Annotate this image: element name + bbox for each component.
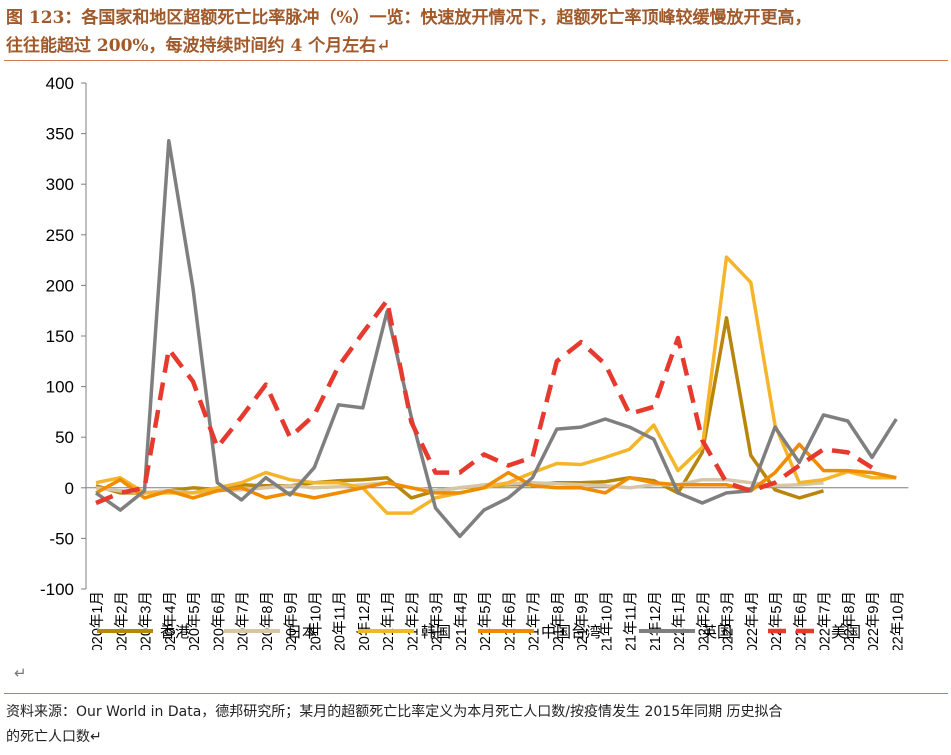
- y-tick-label: -50: [49, 529, 74, 548]
- series-line-美国: [95, 298, 874, 506]
- x-tick-label: 2021年1月: [380, 591, 397, 650]
- source-line-2: 的死亡人口数↵: [6, 729, 102, 745]
- x-tick-label: 2021年5月: [477, 591, 494, 650]
- y-tick-label: 350: [46, 125, 74, 144]
- x-tick-label: 2020年12月: [356, 591, 373, 650]
- x-tick-label: 2021年11月: [623, 591, 640, 650]
- x-tick-label: 2020年2月: [113, 591, 130, 650]
- x-tick-label: 2022年2月: [695, 591, 712, 650]
- x-tick-label: 2022年4月: [744, 591, 761, 650]
- legend-label-韩国: 韩国: [421, 624, 451, 641]
- y-tick-label: 0: [65, 479, 74, 498]
- x-tick-label: 2021年8月: [550, 591, 567, 650]
- x-tick-label: 2020年6月: [210, 591, 227, 650]
- figure-title-line-2: 往往能超过 200%，每波持续时间约 4 个月左右↵: [6, 36, 391, 56]
- x-tick-label: 2022年6月: [792, 591, 809, 650]
- x-tick-label: 2020年3月: [138, 591, 155, 650]
- x-tick-label: 2021年9月: [574, 591, 591, 650]
- x-tick-label: 2022年5月: [768, 591, 785, 650]
- y-tick-label: 250: [46, 226, 74, 245]
- x-tick-label: 2022年7月: [817, 591, 834, 650]
- series-line-韩国: [95, 255, 897, 515]
- legend-label-中国台湾: 中国台湾: [541, 624, 601, 641]
- series-lines: [94, 138, 898, 539]
- x-tick-label: 2021年7月: [526, 591, 543, 650]
- figure-title: 图 123：各国家和地区超额死亡比率脉冲（%）一览：快速放开情况下，超额死亡率顶…: [6, 4, 946, 60]
- x-tick-label: 2022年10月: [889, 591, 906, 650]
- legend: 香港 日本 韩国 中国台湾 英国 美国: [97, 623, 861, 641]
- paragraph-mark: ↵: [14, 664, 27, 682]
- title-rule: [4, 60, 948, 61]
- x-tick-label: 2020年1月: [89, 591, 106, 650]
- source-line-1: 资料来源：Our World in Data，德邦研究所；某月的超额死亡比率定义…: [6, 704, 783, 720]
- legend-label-香港: 香港: [160, 624, 190, 641]
- source-note: 资料来源：Our World in Data，德邦研究所；某月的超额死亡比率定义…: [6, 700, 946, 750]
- y-tick-label: 200: [46, 276, 74, 295]
- x-tick-label: 2020年9月: [283, 591, 300, 650]
- x-tick-label: 2021年3月: [429, 591, 446, 650]
- source-rule: [4, 693, 948, 694]
- y-tick-label: 300: [46, 175, 74, 194]
- series-line-英国: [94, 138, 898, 539]
- y-tick-label: 150: [46, 327, 74, 346]
- x-tick-label: 2022年1月: [671, 591, 688, 650]
- y-tick-label: 400: [46, 74, 74, 93]
- x-tick-label: 2022年9月: [865, 591, 882, 650]
- x-tick-label: 2021年12月: [647, 591, 664, 650]
- line-chart: 400 350 300 250 200 150 100 50 0 -50 -100 2020年1月 20…: [40, 74, 909, 650]
- x-tick-label: 2020年8月: [259, 591, 276, 650]
- y-tick-label: 100: [46, 378, 74, 397]
- x-tick-label: 2021年10月: [598, 591, 615, 650]
- x-tick-label: 2022年8月: [841, 591, 858, 650]
- x-tick-label: 2020年4月: [162, 591, 179, 650]
- x-tick-label: 2020年10月: [307, 591, 324, 650]
- x-tick-label: 2021年4月: [453, 591, 470, 650]
- x-tick-label: 2021年6月: [501, 591, 518, 650]
- x-tick-label: 2021年2月: [404, 591, 421, 650]
- chart-axes: 400 350 300 250 200 150 100 50 0 -50 -100 2020年1月 20…: [40, 74, 909, 650]
- legend-label-日本: 日本: [287, 624, 317, 641]
- x-tick-label: 2020年5月: [186, 591, 203, 650]
- y-tick-label: -100: [40, 580, 74, 599]
- legend-label-美国: 美国: [831, 624, 861, 641]
- x-tick-label: 2022年3月: [720, 591, 737, 650]
- figure-title-line-1: 图 123：各国家和地区超额死亡比率脉冲（%）一览：快速放开情况下，超额死亡率顶…: [6, 8, 812, 28]
- x-tick-label: 2020年11月: [332, 591, 349, 650]
- legend-label-英国: 英国: [702, 623, 732, 641]
- x-tick-label: 2020年7月: [235, 591, 252, 650]
- y-tick-label: 50: [55, 428, 74, 447]
